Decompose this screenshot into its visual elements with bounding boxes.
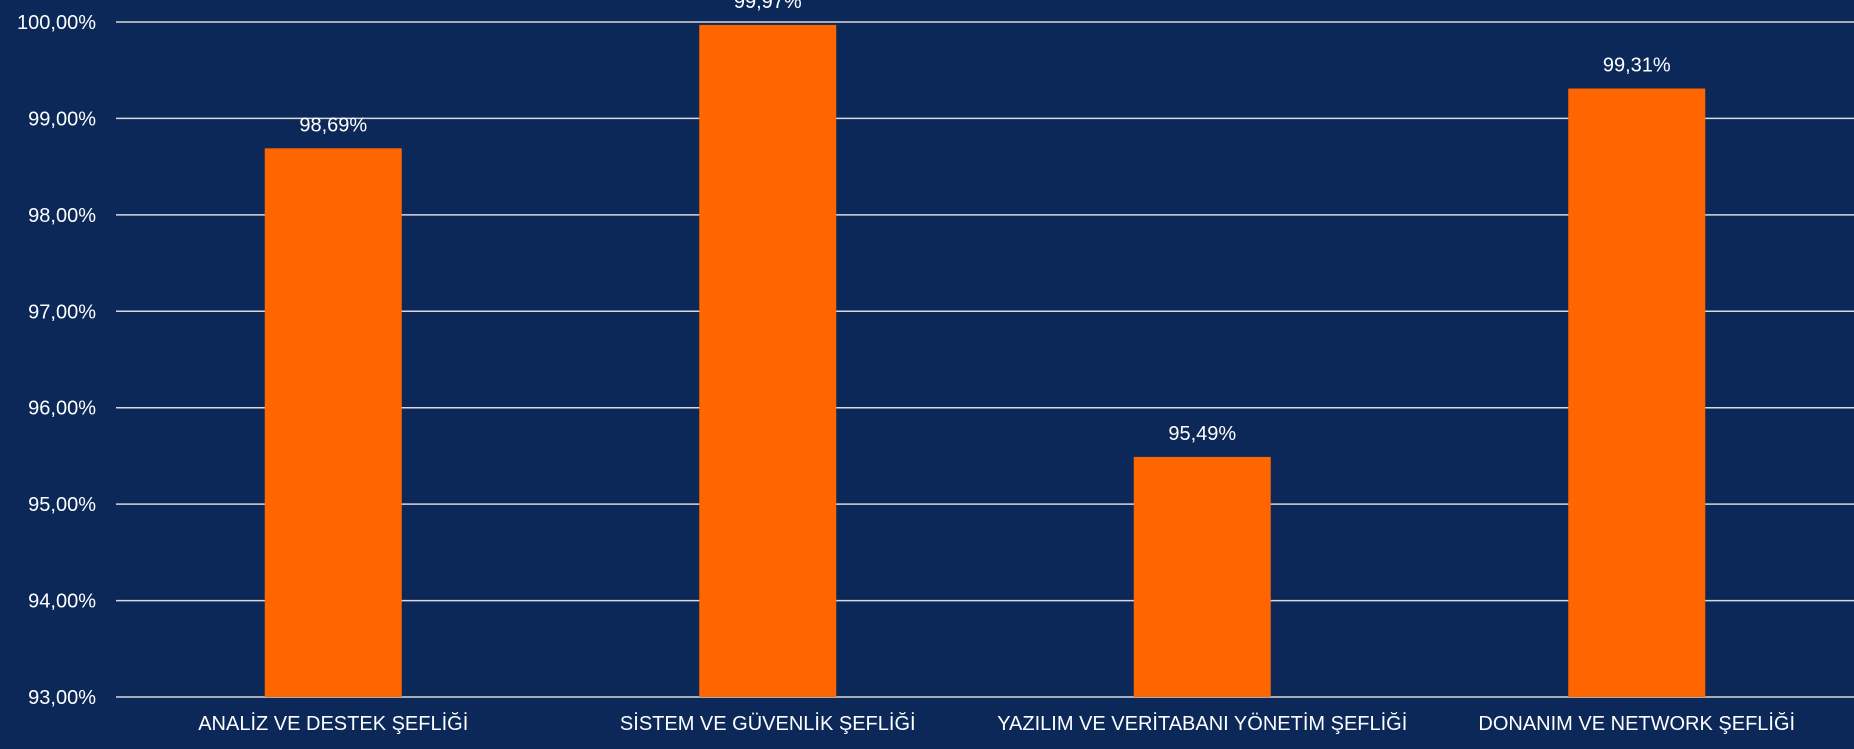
y-tick-label: 95,00%: [28, 494, 96, 516]
bar: [264, 148, 402, 698]
y-tick-label: 99,00%: [28, 108, 96, 130]
y-tick-label: 96,00%: [28, 398, 96, 420]
y-tick-label: 93,00%: [28, 687, 96, 709]
bar: [699, 24, 837, 697]
gridlines: [116, 21, 1854, 698]
y-tick-label: 98,00%: [28, 205, 96, 227]
data-label: 98,69%: [299, 114, 367, 136]
bar: [1568, 88, 1706, 698]
y-tick-label: 94,00%: [28, 591, 96, 613]
y-tick-label: 97,00%: [28, 301, 96, 323]
data-labels: 98,69% 99,97% 95,49% 99,31%: [299, 0, 1671, 445]
data-label: 99,31%: [1603, 55, 1671, 77]
y-tick-label: 100,00%: [17, 12, 96, 34]
bars: [264, 24, 1706, 698]
x-tick-label: YAZILIM VE VERİTABANI YÖNETİM ŞEFLİĞİ: [997, 712, 1407, 735]
x-tick-label: DONANIM VE NETWORK ŞEFLİĞİ: [1478, 712, 1795, 735]
x-axis-category-labels: ANALİZ VE DESTEK ŞEFLİĞİ SİSTEM VE GÜVENL…: [198, 712, 1795, 735]
data-label: 99,97%: [734, 0, 802, 13]
y-axis-tick-labels: 93,00% 94,00% 95,00% 96,00% 97,00% 98,00% 99,0…: [17, 12, 96, 709]
data-label: 95,49%: [1168, 423, 1236, 445]
x-tick-label: SİSTEM VE GÜVENLİK ŞEFLİĞİ: [620, 712, 916, 735]
x-tick-label: ANALİZ VE DESTEK ŞEFLİĞİ: [198, 712, 468, 735]
bar: [1133, 456, 1271, 697]
